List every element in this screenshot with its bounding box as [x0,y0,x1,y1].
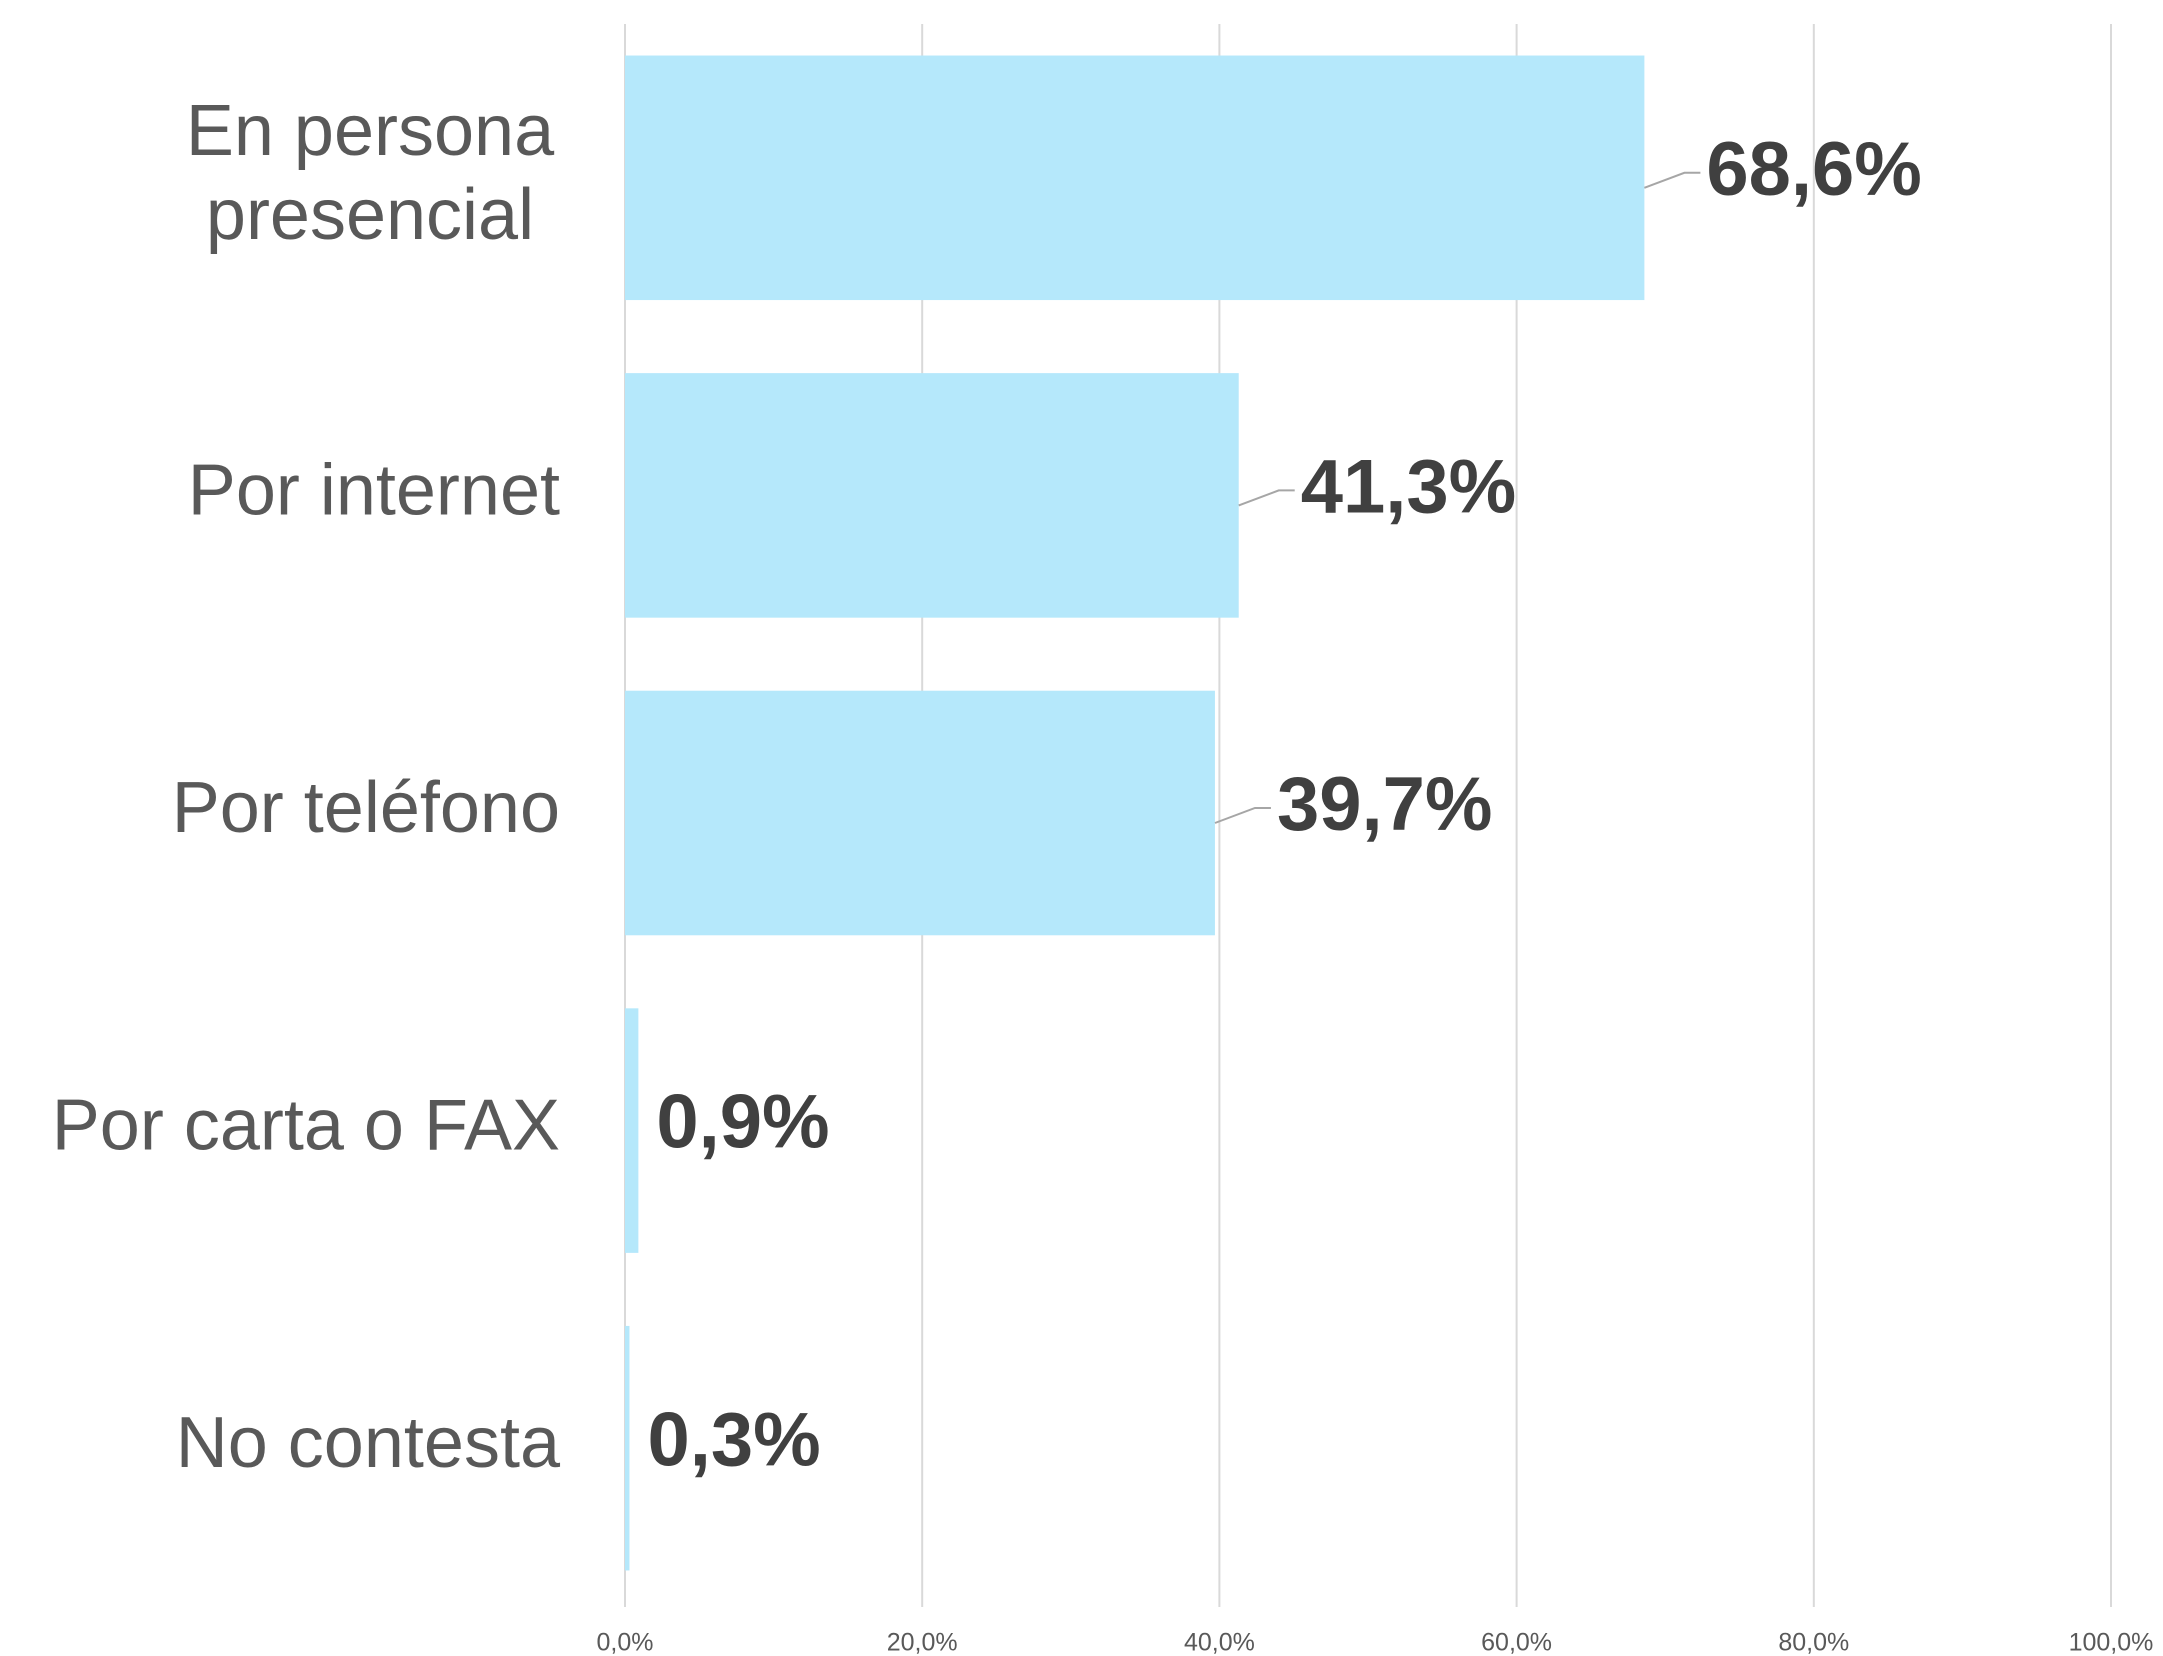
bar [625,373,1239,618]
y-tick-label: Por internet [188,450,560,530]
y-tick-label: No contesta [176,1403,561,1483]
bar [625,55,1645,301]
leader-line [1214,807,1271,824]
data-label: 0,3% [647,1397,820,1482]
data-label: 68,6% [1706,127,1922,212]
bar [625,690,1215,936]
bar [625,1008,639,1253]
y-tick-label: Por teléfono [172,768,560,848]
x-tick-label: 20,0% [887,1629,958,1656]
y-tick-label: En persona presencial [186,91,555,255]
y-tick-label: Por carta o FAX [52,1086,560,1166]
label-line: En persona [186,91,555,171]
data-label: 39,7% [1277,762,1493,847]
x-tick-label: 100,0% [2069,1629,2154,1656]
x-tick-label: 60,0% [1481,1629,1552,1656]
data-label: 0,9% [656,1080,829,1165]
leader-line [1644,171,1701,189]
x-tick-label: 0,0% [597,1629,654,1656]
x-tick-label: 80,0% [1778,1629,1849,1656]
bar [625,1325,630,1571]
x-tick-label: 40,0% [1184,1629,1255,1656]
data-label: 41,3% [1301,444,1517,529]
label-line: presencial [206,175,534,255]
leader-line [1238,489,1295,507]
